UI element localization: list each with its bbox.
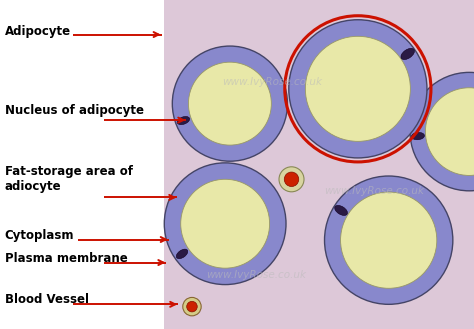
Text: Fat-storage area of
adiocyte: Fat-storage area of adiocyte (5, 165, 133, 193)
Ellipse shape (411, 133, 424, 140)
Circle shape (305, 36, 410, 141)
Circle shape (279, 167, 304, 192)
Text: www.IvyRose.co.uk: www.IvyRose.co.uk (325, 186, 424, 196)
Text: www.IvyRose.co.uk: www.IvyRose.co.uk (223, 77, 322, 87)
Circle shape (189, 62, 271, 145)
Text: www.IvyRose.co.uk: www.IvyRose.co.uk (206, 270, 306, 280)
Text: Plasma membrane: Plasma membrane (5, 252, 128, 265)
Circle shape (426, 88, 474, 175)
Circle shape (164, 163, 286, 285)
Bar (164, 0, 474, 329)
Bar (0, 0, 164, 329)
Circle shape (340, 192, 437, 288)
Circle shape (173, 46, 287, 161)
Ellipse shape (177, 116, 190, 125)
Circle shape (325, 176, 453, 304)
Circle shape (187, 301, 197, 312)
Text: Nucleus of adipocyte: Nucleus of adipocyte (5, 104, 144, 117)
Text: Cytoplasm: Cytoplasm (5, 229, 74, 242)
Circle shape (183, 297, 201, 316)
Circle shape (410, 72, 474, 191)
Ellipse shape (401, 48, 414, 60)
Ellipse shape (287, 174, 293, 182)
Circle shape (181, 179, 270, 268)
Ellipse shape (176, 249, 188, 259)
Circle shape (289, 20, 427, 158)
Ellipse shape (335, 205, 347, 215)
Text: Blood Vessel: Blood Vessel (5, 293, 89, 306)
Circle shape (284, 172, 299, 187)
Text: Adipocyte: Adipocyte (5, 25, 71, 38)
